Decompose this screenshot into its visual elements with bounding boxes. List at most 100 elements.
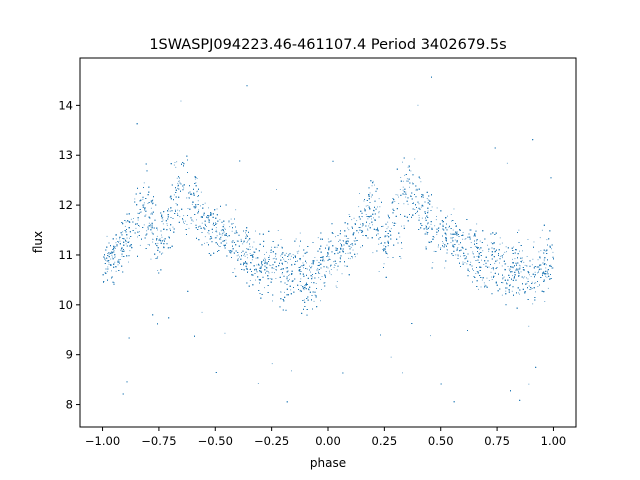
data-point: [371, 218, 372, 220]
data-point: [228, 250, 230, 251]
data-point: [198, 209, 200, 211]
data-point: [175, 166, 177, 168]
data-point: [476, 223, 478, 225]
data-point: [235, 209, 237, 211]
data-point: [528, 325, 530, 327]
data-point: [329, 270, 330, 272]
data-point: [306, 268, 308, 270]
data-point: [327, 259, 329, 261]
data-point: [478, 288, 479, 290]
data-point: [120, 259, 121, 260]
data-point: [270, 265, 272, 266]
data-point: [219, 219, 221, 221]
data-point: [255, 230, 256, 232]
data-point: [402, 180, 404, 182]
data-point: [303, 289, 305, 291]
data-point: [386, 228, 388, 230]
data-point: [106, 235, 108, 237]
data-point: [108, 262, 110, 264]
data-point: [454, 239, 456, 241]
data-point: [244, 255, 246, 257]
data-point: [355, 240, 357, 242]
data-point: [334, 265, 336, 266]
data-point: [321, 276, 323, 277]
data-point: [379, 206, 381, 208]
data-point: [502, 278, 504, 280]
data-point: [361, 225, 363, 227]
data-point: [398, 203, 400, 204]
data-point: [174, 209, 176, 211]
data-point: [156, 235, 158, 237]
data-point: [338, 241, 339, 242]
data-point: [221, 234, 223, 236]
data-point: [430, 223, 432, 225]
data-point: [304, 286, 306, 288]
data-point: [288, 259, 289, 260]
data-point: [281, 246, 283, 248]
data-point: [531, 281, 533, 283]
data-point: [271, 271, 273, 273]
data-point: [178, 181, 180, 182]
data-point: [371, 215, 372, 217]
data-point: [327, 267, 329, 269]
data-point: [482, 250, 484, 252]
data-point: [104, 272, 106, 274]
data-point: [402, 186, 404, 188]
data-point: [466, 263, 468, 265]
data-point: [302, 255, 304, 257]
data-point: [173, 194, 175, 196]
data-point: [486, 277, 488, 279]
data-point: [455, 225, 457, 226]
data-point: [178, 180, 180, 182]
data-point: [303, 267, 304, 269]
data-point: [196, 178, 198, 179]
data-point: [333, 261, 335, 263]
data-point: [151, 212, 153, 214]
data-point: [506, 162, 508, 164]
data-point: [336, 287, 338, 288]
data-point: [510, 271, 512, 273]
data-point: [354, 256, 356, 258]
data-point: [284, 260, 286, 262]
data-point: [121, 255, 123, 257]
data-point: [340, 258, 341, 260]
data-point: [162, 223, 164, 225]
data-point: [430, 335, 431, 337]
data-point: [392, 222, 393, 224]
data-point: [177, 187, 178, 189]
data-point: [360, 223, 361, 225]
data-point: [481, 279, 483, 281]
data-point: [387, 221, 389, 223]
data-point: [177, 212, 178, 214]
data-point: [224, 229, 226, 230]
data-point: [352, 244, 354, 246]
data-point: [445, 234, 447, 236]
data-point: [519, 293, 520, 295]
data-point: [299, 245, 300, 247]
data-point: [537, 286, 539, 287]
data-point: [488, 266, 490, 268]
data-point: [292, 254, 294, 256]
data-point: [232, 241, 234, 243]
data-point: [115, 247, 116, 249]
data-point: [197, 196, 198, 197]
data-point: [457, 255, 459, 257]
data-point: [311, 282, 312, 283]
data-point: [433, 250, 435, 252]
data-point: [115, 238, 117, 240]
data-point: [374, 184, 375, 186]
data-point: [323, 260, 325, 262]
data-point: [229, 226, 231, 228]
data-point: [342, 250, 344, 252]
data-point: [450, 233, 451, 235]
data-point: [114, 261, 116, 263]
data-point: [347, 240, 349, 242]
data-point: [348, 214, 350, 215]
data-point: [285, 267, 287, 269]
data-point: [118, 261, 120, 263]
data-point: [414, 209, 416, 210]
data-point: [150, 207, 152, 209]
data-point: [372, 252, 374, 254]
data-point: [326, 244, 328, 246]
data-point: [545, 264, 547, 266]
